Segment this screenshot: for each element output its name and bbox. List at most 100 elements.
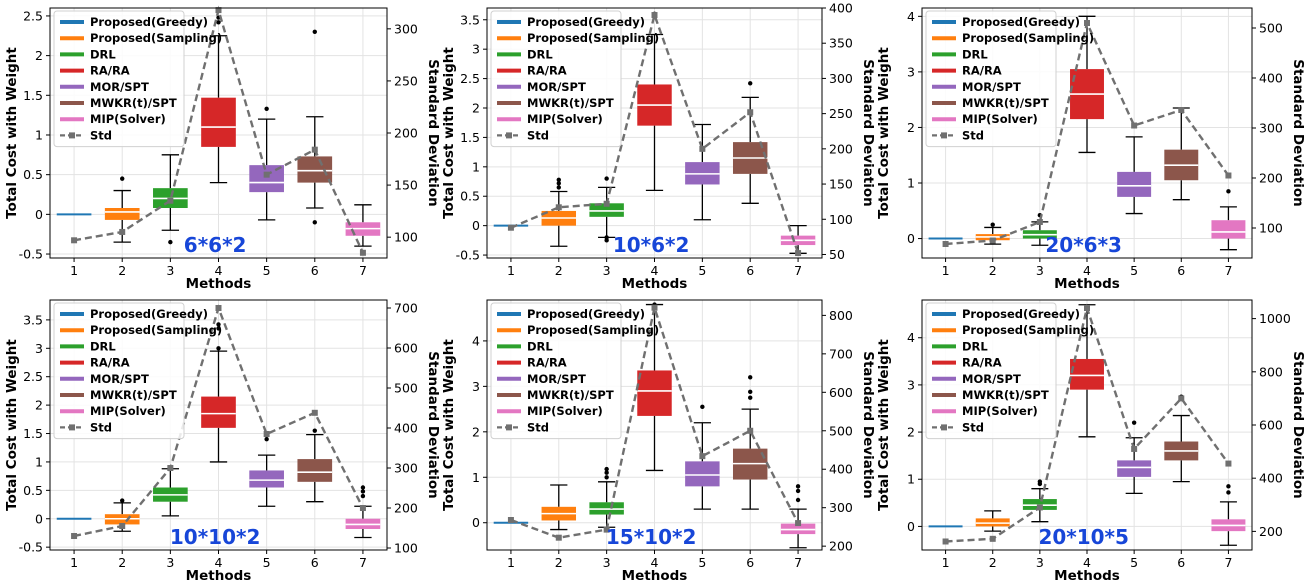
x-tick-label: 3 <box>603 263 611 278</box>
y2-axis-label: Standard Deviation <box>425 351 441 499</box>
legend-label: MWKR(t)/SPT <box>90 388 177 402</box>
outlier-point <box>264 106 269 111</box>
chart-panel-1: -0.5 0 0.5 1 1.5 2 2.5 100 150 200 250 300 1 2 3 4 5 6 7 Me… <box>4 5 441 292</box>
legend: Proposed(Greedy) Proposed(Sampling) DRL RA/… <box>490 302 659 440</box>
x-axis-label: Methods <box>186 568 252 584</box>
y-axis-label: Total Cost with Weight <box>4 339 20 511</box>
std-marker <box>555 204 562 211</box>
legend-label: MIP(Solver) <box>527 404 603 418</box>
box-3 <box>589 203 624 217</box>
instance-label: 15*10*2 <box>606 525 697 549</box>
x-tick-label: 1 <box>942 555 950 570</box>
y2-tick-label: 500 <box>829 423 853 438</box>
y-tick-label: 0 <box>35 207 43 222</box>
y2-tick-label: 600 <box>394 341 418 356</box>
std-marker <box>311 409 318 416</box>
outlier-point <box>700 404 705 410</box>
outlier-point <box>312 29 317 35</box>
legend-label: RA/RA <box>962 356 1002 370</box>
legend-label: MIP(Solver) <box>527 112 603 126</box>
box-6 <box>297 459 333 482</box>
legend-marker <box>941 424 947 431</box>
y-tick-label: 3 <box>35 341 43 356</box>
legend: Proposed(Greedy) Proposed(Sampling) DRL RA/… <box>490 10 659 148</box>
legend-label: DRL <box>527 339 553 353</box>
x-tick-label: 2 <box>118 263 126 278</box>
std-marker <box>1036 219 1043 225</box>
instance-label: 6*6*2 <box>184 233 247 257</box>
y2-tick-label: 400 <box>1259 71 1283 86</box>
legend-marker <box>69 132 75 139</box>
y-tick-label: 0 <box>472 515 480 530</box>
x-tick-label: 3 <box>166 555 174 570</box>
legend-label: Proposed(Sampling) <box>962 323 1094 337</box>
std-marker <box>651 12 658 19</box>
std-marker <box>942 538 949 545</box>
legend-label: Proposed(Greedy) <box>90 307 208 321</box>
y2-axis-label: Standard Deviation <box>860 59 876 207</box>
legend-label: MIP(Solver) <box>90 404 166 418</box>
legend-label: Std <box>90 128 112 142</box>
outlier-point <box>120 498 125 503</box>
outlier-point <box>795 497 801 503</box>
box-4 <box>637 370 672 416</box>
outlier-point <box>216 20 221 25</box>
legend-label: Proposed(Greedy) <box>527 15 645 29</box>
outlier-point <box>556 185 561 190</box>
y2-tick-label: 250 <box>829 106 853 121</box>
std-marker <box>747 427 754 434</box>
legend-label: Proposed(Sampling) <box>90 323 222 337</box>
legend-label: Std <box>962 128 984 142</box>
box-2 <box>104 208 140 220</box>
legend-label: Std <box>527 420 549 434</box>
y2-tick-label: 400 <box>394 421 418 436</box>
outlier-point <box>795 488 801 494</box>
legend-label: Proposed(Greedy) <box>90 15 208 29</box>
std-marker <box>1178 395 1185 402</box>
std-marker <box>215 305 222 311</box>
legend-label: RA/RA <box>90 356 130 370</box>
y-tick-label: -0.5 <box>19 247 43 262</box>
outlier-point <box>120 176 125 181</box>
legend-label: Std <box>527 128 549 142</box>
x-tick-label: 5 <box>1130 263 1138 278</box>
legend-label: MWKR(t)/SPT <box>90 96 177 110</box>
outlier-point <box>556 181 561 186</box>
std-marker <box>215 7 222 14</box>
y2-tick-label: 300 <box>394 21 418 36</box>
legend: Proposed(Greedy) Proposed(Sampling) DRL RA/… <box>925 10 1094 148</box>
y-tick-label: 0 <box>472 218 480 233</box>
y-tick-label: 3.5 <box>460 12 480 27</box>
box-5 <box>685 461 720 487</box>
legend-label: MOR/SPT <box>962 80 1021 94</box>
legend-label: MOR/SPT <box>90 372 149 386</box>
legend-label: MOR/SPT <box>962 372 1021 386</box>
outlier-point <box>604 238 609 243</box>
std-marker <box>795 520 802 527</box>
x-tick-label: 1 <box>507 263 515 278</box>
y2-tick-label: 200 <box>1259 524 1283 539</box>
std-marker <box>507 517 514 523</box>
box-7 <box>1211 220 1246 239</box>
legend-label: MWKR(t)/SPT <box>962 388 1049 402</box>
std-marker <box>1036 504 1043 511</box>
std-marker <box>311 146 318 153</box>
std-marker <box>795 250 802 257</box>
legend-label: Std <box>90 420 112 434</box>
y-axis-label: Total Cost with Weight <box>876 339 892 511</box>
legend-label: Proposed(Sampling) <box>90 31 222 45</box>
std-marker <box>71 533 78 539</box>
std-marker <box>119 523 126 529</box>
y-tick-label: 1 <box>35 127 43 142</box>
x-tick-label: 2 <box>989 263 997 278</box>
legend-label: DRL <box>527 47 553 61</box>
x-tick-label: 2 <box>989 555 997 570</box>
legend: Proposed(Greedy) Proposed(Sampling) DRL RA/… <box>53 302 222 440</box>
x-tick-label: 2 <box>555 263 563 278</box>
box-5 <box>249 470 284 488</box>
std-marker <box>651 304 658 311</box>
outlier-point <box>312 220 317 225</box>
x-tick-label: 7 <box>794 263 802 278</box>
